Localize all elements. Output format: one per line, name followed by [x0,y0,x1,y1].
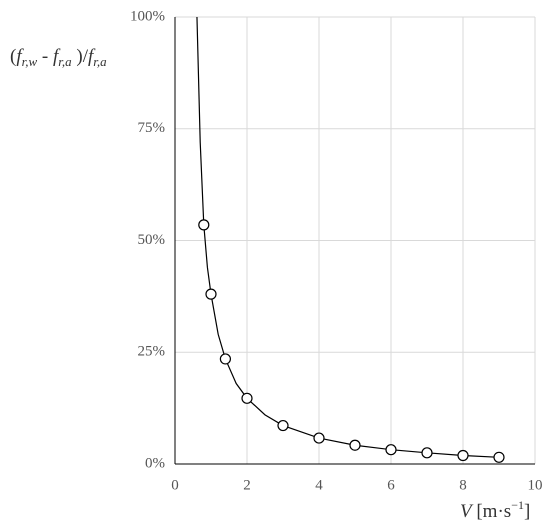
x-axis-label: V [m·s−1] [460,498,530,523]
x-tick-label: 2 [243,477,251,493]
data-point [421,447,433,459]
x-label-part: V [460,501,474,522]
data-point [349,439,361,451]
x-tick-label: 10 [528,477,543,493]
y-tick-label: 0% [145,455,165,471]
x-tick-label: 6 [387,477,395,493]
x-tick-label: 0 [171,477,179,493]
x-label-part: [m·s [472,501,512,522]
y-tick-label: 25% [138,344,166,360]
y-label-part: r,w [22,54,38,69]
y-axis-label: (fr,w - fr,a )/fr,a [10,46,107,69]
x-label-part: −1 [511,498,524,512]
y-label-part: - [37,46,53,67]
data-point [313,432,325,444]
y-label-part: r,a [58,54,72,69]
fit-curve [196,16,500,458]
x-tick-label: 4 [315,477,323,493]
y-label-part: f [16,46,24,67]
y-label-part: f [88,46,96,67]
y-tick-label: 50% [138,232,166,248]
data-point [385,444,397,456]
data-point [493,451,505,463]
data-point [277,419,289,432]
y-label-part: f [53,46,61,67]
data-point [198,219,210,231]
y-label-part: r,a [93,54,107,69]
y-tick-label: 100% [130,8,165,24]
y-label-part: ( [10,46,16,67]
y-tick-label: 75% [138,120,166,136]
data-point [205,288,217,300]
data-point [241,392,253,404]
data-point [457,449,469,462]
x-tick-label: 8 [459,477,467,493]
data-point [219,353,231,365]
x-label-part: ] [524,501,530,522]
y-label-part: )/ [72,46,89,67]
